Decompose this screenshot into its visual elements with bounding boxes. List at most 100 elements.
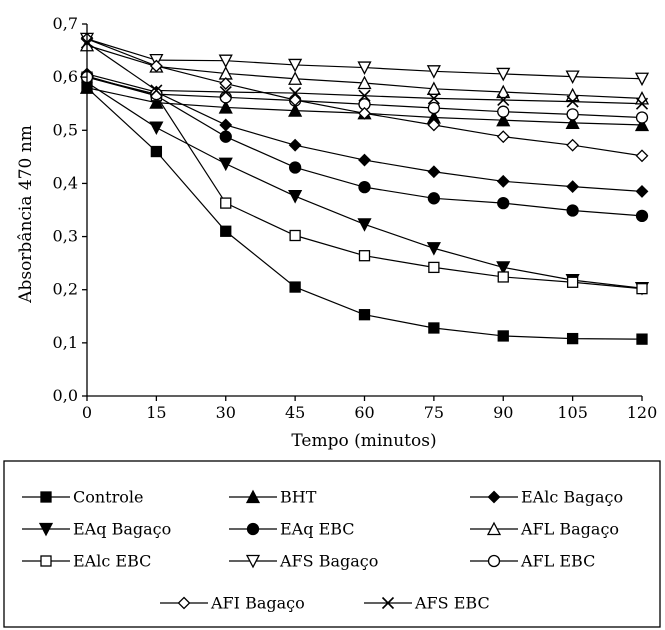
y-tick-label: 0,1 bbox=[53, 333, 78, 352]
legend-label: AFL Bagaço bbox=[520, 520, 619, 539]
legend-label: AFL EBC bbox=[520, 552, 595, 571]
data-point-ealc-ebc bbox=[428, 261, 440, 274]
legend-marker bbox=[487, 554, 501, 568]
data-point-ealc-baga-o bbox=[219, 118, 233, 132]
data-point-afs-ebc bbox=[497, 93, 510, 107]
data-point-afi-baga-o bbox=[149, 59, 163, 73]
data-point-afs-ebc bbox=[150, 84, 163, 97]
data-point-eaq-ebc bbox=[635, 209, 649, 222]
data-point-afi-baga-o bbox=[427, 118, 441, 132]
x-tick-label: 45 bbox=[285, 403, 305, 422]
data-point-ealc-ebc bbox=[497, 271, 509, 283]
data-point-afs-ebc bbox=[635, 97, 649, 110]
legend-item-afs-ebc: AFS EBC bbox=[364, 594, 490, 613]
legend-label: EAq EBC bbox=[280, 520, 355, 539]
legend-marker bbox=[38, 522, 54, 537]
data-point-ealc-ebc bbox=[289, 229, 301, 242]
y-tick-label: 0,6 bbox=[53, 67, 78, 86]
x-tick-label: 0 bbox=[82, 403, 92, 422]
data-point-afl-baga-o bbox=[496, 84, 511, 99]
legend-label: AFS Bagaço bbox=[279, 552, 378, 571]
data-point-afs-baga-o bbox=[496, 67, 511, 82]
series-line-afi-baga-o bbox=[86, 38, 643, 157]
legend-item-controle: Controle bbox=[22, 488, 143, 507]
legend-box bbox=[3, 460, 661, 628]
legend-marker bbox=[381, 596, 395, 610]
legend: Controle BHT EAlc Bagaço EAq Bagaço EAq EBC A… bbox=[22, 488, 623, 613]
data-point-controle bbox=[220, 225, 232, 237]
legend-label: BHT bbox=[280, 488, 317, 507]
x-tick-label: 90 bbox=[493, 403, 513, 422]
data-point-ealc-baga-o bbox=[566, 180, 580, 194]
data-point-ealc-baga-o bbox=[288, 138, 302, 152]
data-point-afl-ebc bbox=[635, 111, 649, 124]
data-point-afs-baga-o bbox=[288, 58, 303, 73]
y-tick-label: 0,4 bbox=[53, 173, 78, 192]
legend-label: EAlc EBC bbox=[73, 552, 151, 571]
data-point-eaq-ebc bbox=[288, 161, 302, 174]
data-point-afs-baga-o bbox=[218, 54, 233, 69]
legend-label: EAlc Bagaço bbox=[521, 488, 623, 507]
legend-marker bbox=[486, 521, 502, 536]
data-point-afs-ebc bbox=[358, 89, 371, 102]
data-point-eaq-ebc bbox=[358, 180, 371, 194]
y-tick-label: 0,2 bbox=[53, 280, 78, 299]
legend-item-ealc-ebc: EAlc EBC bbox=[22, 552, 151, 571]
data-point-afl-ebc bbox=[219, 91, 232, 104]
data-point-afi-baga-o bbox=[496, 130, 510, 144]
data-point-afs-baga-o bbox=[565, 70, 580, 85]
x-tick-label: 15 bbox=[146, 403, 166, 422]
data-point-afl-ebc bbox=[427, 101, 441, 115]
legend-item-afl-ebc: AFL EBC bbox=[470, 552, 595, 571]
data-point-eaq-baga-o bbox=[288, 190, 303, 204]
data-point-bht bbox=[565, 115, 580, 129]
data-point-controle bbox=[566, 332, 579, 345]
data-point-afl-baga-o bbox=[288, 71, 303, 85]
data-point-afi-baga-o bbox=[566, 138, 580, 152]
legend-marker bbox=[177, 596, 191, 610]
legend-item-afi-baga-o: AFI Bagaço bbox=[160, 594, 305, 613]
data-point-afl-baga-o bbox=[426, 81, 441, 95]
data-point-controle bbox=[636, 333, 648, 345]
data-point-eaq-ebc bbox=[566, 204, 579, 217]
legend-label: AFS EBC bbox=[414, 594, 490, 613]
data-point-afi-baga-o bbox=[635, 149, 649, 163]
x-tick-label: 60 bbox=[354, 403, 374, 422]
x-tick-label: 75 bbox=[424, 403, 444, 422]
data-point-eaq-baga-o bbox=[357, 218, 372, 232]
legend-item-eaq-ebc: EAq EBC bbox=[229, 520, 355, 539]
data-point-bht bbox=[218, 100, 233, 114]
legend-item-afs-baga-o: AFS Bagaço bbox=[229, 552, 378, 571]
legend-marker bbox=[40, 555, 52, 567]
data-point-ealc-baga-o bbox=[635, 184, 649, 198]
data-point-afl-baga-o bbox=[357, 75, 372, 90]
data-point-eaq-ebc bbox=[219, 130, 232, 143]
data-point-controle bbox=[150, 145, 163, 158]
series-markers-afs-ebc bbox=[80, 36, 649, 110]
legend-marker bbox=[487, 490, 501, 504]
data-point-eaq-baga-o bbox=[426, 242, 441, 256]
legend-item-bht: BHT bbox=[229, 488, 317, 507]
x-tick-label: 120 bbox=[627, 403, 658, 422]
data-point-eaq-baga-o bbox=[496, 261, 511, 275]
data-point-afs-ebc bbox=[566, 95, 579, 108]
data-point-afi-baga-o bbox=[219, 77, 233, 90]
data-point-afs-baga-o bbox=[634, 72, 650, 87]
legend-item-ealc-baga-o: EAlc Bagaço bbox=[470, 488, 623, 507]
data-point-ealc-ebc bbox=[566, 276, 579, 288]
x-axis-title: Tempo (minutos) bbox=[291, 431, 436, 451]
data-point-afl-ebc bbox=[497, 105, 510, 118]
data-point-afs-ebc bbox=[219, 85, 232, 99]
data-point-controle bbox=[289, 281, 301, 293]
legend-label: EAq Bagaço bbox=[73, 520, 171, 539]
data-point-controle bbox=[428, 322, 440, 334]
data-point-controle bbox=[497, 330, 509, 342]
data-point-bht bbox=[149, 95, 164, 109]
legend-marker bbox=[40, 491, 52, 503]
data-point-afs-ebc bbox=[427, 92, 440, 105]
y-tick-label: 0,3 bbox=[53, 227, 78, 246]
x-tick-label: 30 bbox=[216, 403, 236, 422]
data-point-afi-baga-o bbox=[358, 106, 371, 120]
data-point-afs-ebc bbox=[289, 87, 302, 100]
